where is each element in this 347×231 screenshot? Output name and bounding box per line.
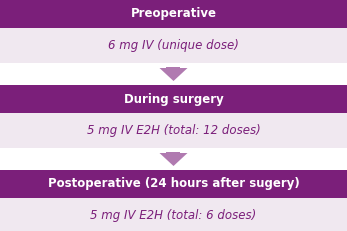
Bar [167,67,180,68]
Bar [167,152,180,153]
Bar [0,198,347,231]
Bar [0,170,347,198]
Text: Postoperative (24 hours after sugery): Postoperative (24 hours after sugery) [48,177,299,191]
Bar [0,28,347,63]
Bar [0,0,347,28]
Polygon shape [160,68,187,81]
Bar [0,113,347,148]
Text: 5 mg IV E2H (total: 12 doses): 5 mg IV E2H (total: 12 doses) [87,124,260,137]
Text: 5 mg IV E2H (total: 6 doses): 5 mg IV E2H (total: 6 doses) [90,209,257,222]
Text: 6 mg IV (unique dose): 6 mg IV (unique dose) [108,39,239,52]
Polygon shape [160,153,187,166]
Bar [0,85,347,113]
Text: Preoperative: Preoperative [130,7,217,21]
Text: During surgery: During surgery [124,92,223,106]
